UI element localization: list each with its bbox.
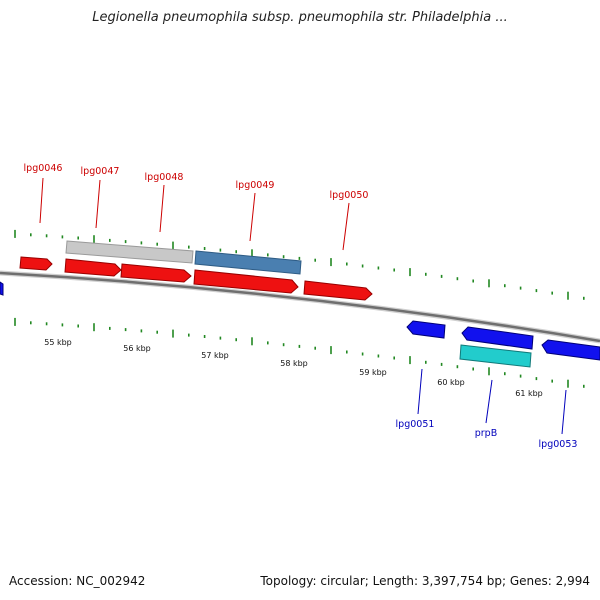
- genome-title: Legionella pneumophila subsp. pneumophil…: [92, 10, 508, 25]
- gene-arrow-prpB[interactable]: [461, 326, 534, 350]
- forward-gene-track: [19, 256, 373, 301]
- kbp-label-60: 60 kbp: [437, 378, 465, 387]
- gene-label-lpg0050[interactable]: lpg0050: [330, 190, 369, 201]
- gene-label-lpg0051[interactable]: lpg0051: [396, 419, 435, 430]
- gene-arrow-lpg0047[interactable]: [64, 258, 122, 277]
- gene-label-lpg0048[interactable]: lpg0048: [145, 172, 184, 183]
- gene-label-lpg0047[interactable]: lpg0047: [81, 166, 120, 177]
- gene-label-lpg0053[interactable]: lpg0053: [539, 439, 578, 450]
- kbp-label-55: 55 kbp: [44, 338, 72, 347]
- kbp-label-59: 59 kbp: [359, 368, 387, 377]
- gene-arrow-lpg0053[interactable]: [541, 339, 600, 361]
- kbp-label-57: 57 kbp: [201, 351, 229, 360]
- gene-arrow-left-edge[interactable]: [0, 281, 4, 296]
- kbp-scale-labels: 55 kbp 56 kbp 57 kbp 58 kbp 59 kbp 60 kb…: [44, 338, 543, 398]
- kbp-label-61: 61 kbp: [515, 389, 543, 398]
- gene-labels: lpg0046 lpg0047 lpg0048 lpg0049 lpg0050 …: [24, 163, 578, 450]
- label-leaders: [39, 177, 567, 435]
- gene-arrow-lpg0048[interactable]: [120, 263, 192, 283]
- gene-arrow-lpg0046[interactable]: [19, 256, 53, 271]
- kbp-label-56: 56 kbp: [123, 344, 151, 353]
- genome-summary-text: Topology: circular; Length: 3,397,754 bp…: [260, 574, 590, 588]
- gray-feature-bar[interactable]: [65, 240, 194, 264]
- gene-arrow-lpg0049[interactable]: [193, 269, 299, 294]
- gene-arrow-lpg0051[interactable]: [406, 320, 446, 339]
- genome-backbone: [0, 270, 600, 344]
- reverse-gene-track: [0, 281, 600, 368]
- inner-tick-track: [14, 317, 585, 388]
- steelblue-feature-bar[interactable]: [194, 250, 302, 275]
- kbp-label-58: 58 kbp: [280, 359, 308, 368]
- cyan-feature-bar[interactable]: [459, 344, 532, 368]
- gene-label-lpg0046[interactable]: lpg0046: [24, 163, 63, 174]
- gene-label-prpB[interactable]: prpB: [475, 428, 497, 439]
- gene-arrow-lpg0050[interactable]: [303, 280, 373, 301]
- genome-backbone-line: [0, 271, 600, 343]
- gene-label-lpg0049[interactable]: lpg0049: [236, 180, 275, 191]
- accession-text: Accession: NC_002942: [9, 574, 146, 588]
